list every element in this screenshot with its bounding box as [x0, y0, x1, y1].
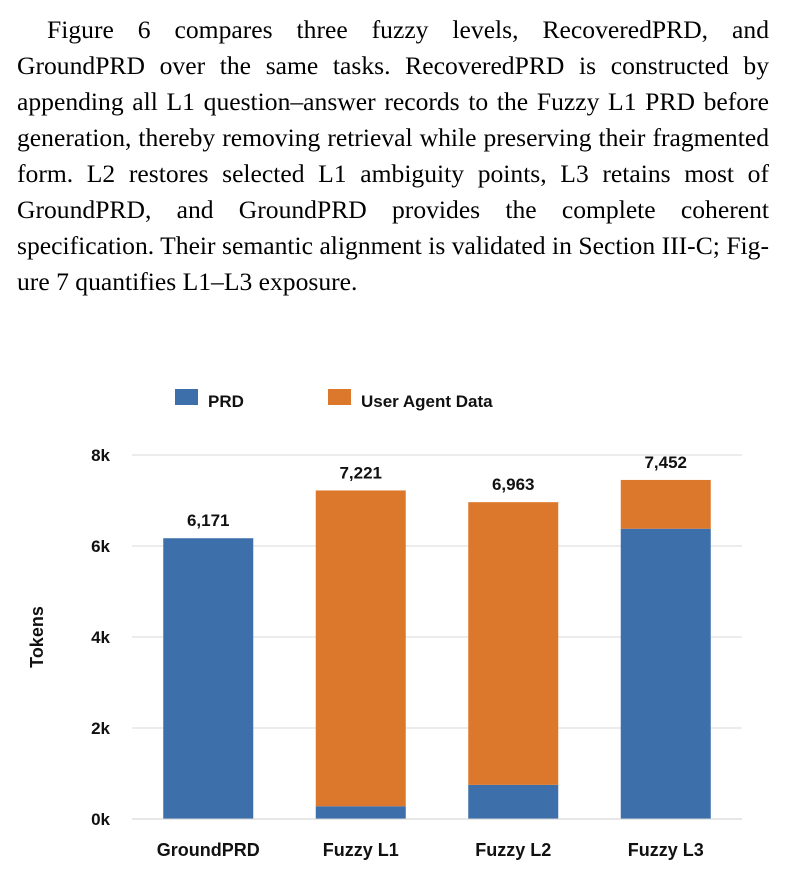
y-tick-label: 4k: [91, 628, 110, 647]
bar-segment-user-agent-data: [468, 502, 559, 785]
bar-total-label: 7,452: [644, 453, 687, 472]
legend-label: PRD: [208, 392, 244, 411]
x-tick-label: GroundPRD: [157, 840, 260, 860]
bar-segment-prd: [315, 806, 406, 819]
y-axis: 0k 2k 4k 6k 8k Tokens: [27, 446, 111, 829]
y-tick-label: 6k: [91, 537, 110, 556]
chart-legend: PRD User Agent Data: [175, 389, 493, 411]
bar-total-label: 7,221: [339, 463, 382, 482]
x-tick-label: Fuzzy L2: [475, 840, 551, 860]
y-axis-label: Tokens: [27, 606, 47, 668]
y-tick-label: 0k: [91, 810, 110, 829]
bar-total-label: 6,171: [187, 511, 230, 530]
bar-segment-prd: [163, 538, 254, 819]
y-tick-label: 2k: [91, 719, 110, 738]
legend-swatch: [175, 389, 198, 405]
x-tick-label: Fuzzy L1: [323, 840, 399, 860]
x-axis: GroundPRD Fuzzy L1 Fuzzy L2 Fuzzy L3: [132, 818, 742, 860]
bar-segment-user-agent-data: [620, 479, 711, 529]
body-paragraph: Figure 6 compares three fuzzy levels, Re…: [17, 12, 769, 300]
bar-total-label: 6,963: [492, 475, 535, 494]
paragraph-text: Figure 6 compares three fuzzy levels, Re…: [17, 15, 769, 296]
legend-swatch: [328, 389, 351, 405]
bar-segment-prd: [468, 784, 559, 819]
chart-bars: 6,171 7,221 6,963 7,452: [163, 453, 711, 819]
x-tick-label: Fuzzy L3: [628, 840, 704, 860]
y-tick-label: 8k: [91, 446, 110, 465]
bar-segment-prd: [620, 528, 711, 819]
legend-label: User Agent Data: [361, 392, 493, 411]
bar-segment-user-agent-data: [315, 490, 406, 807]
